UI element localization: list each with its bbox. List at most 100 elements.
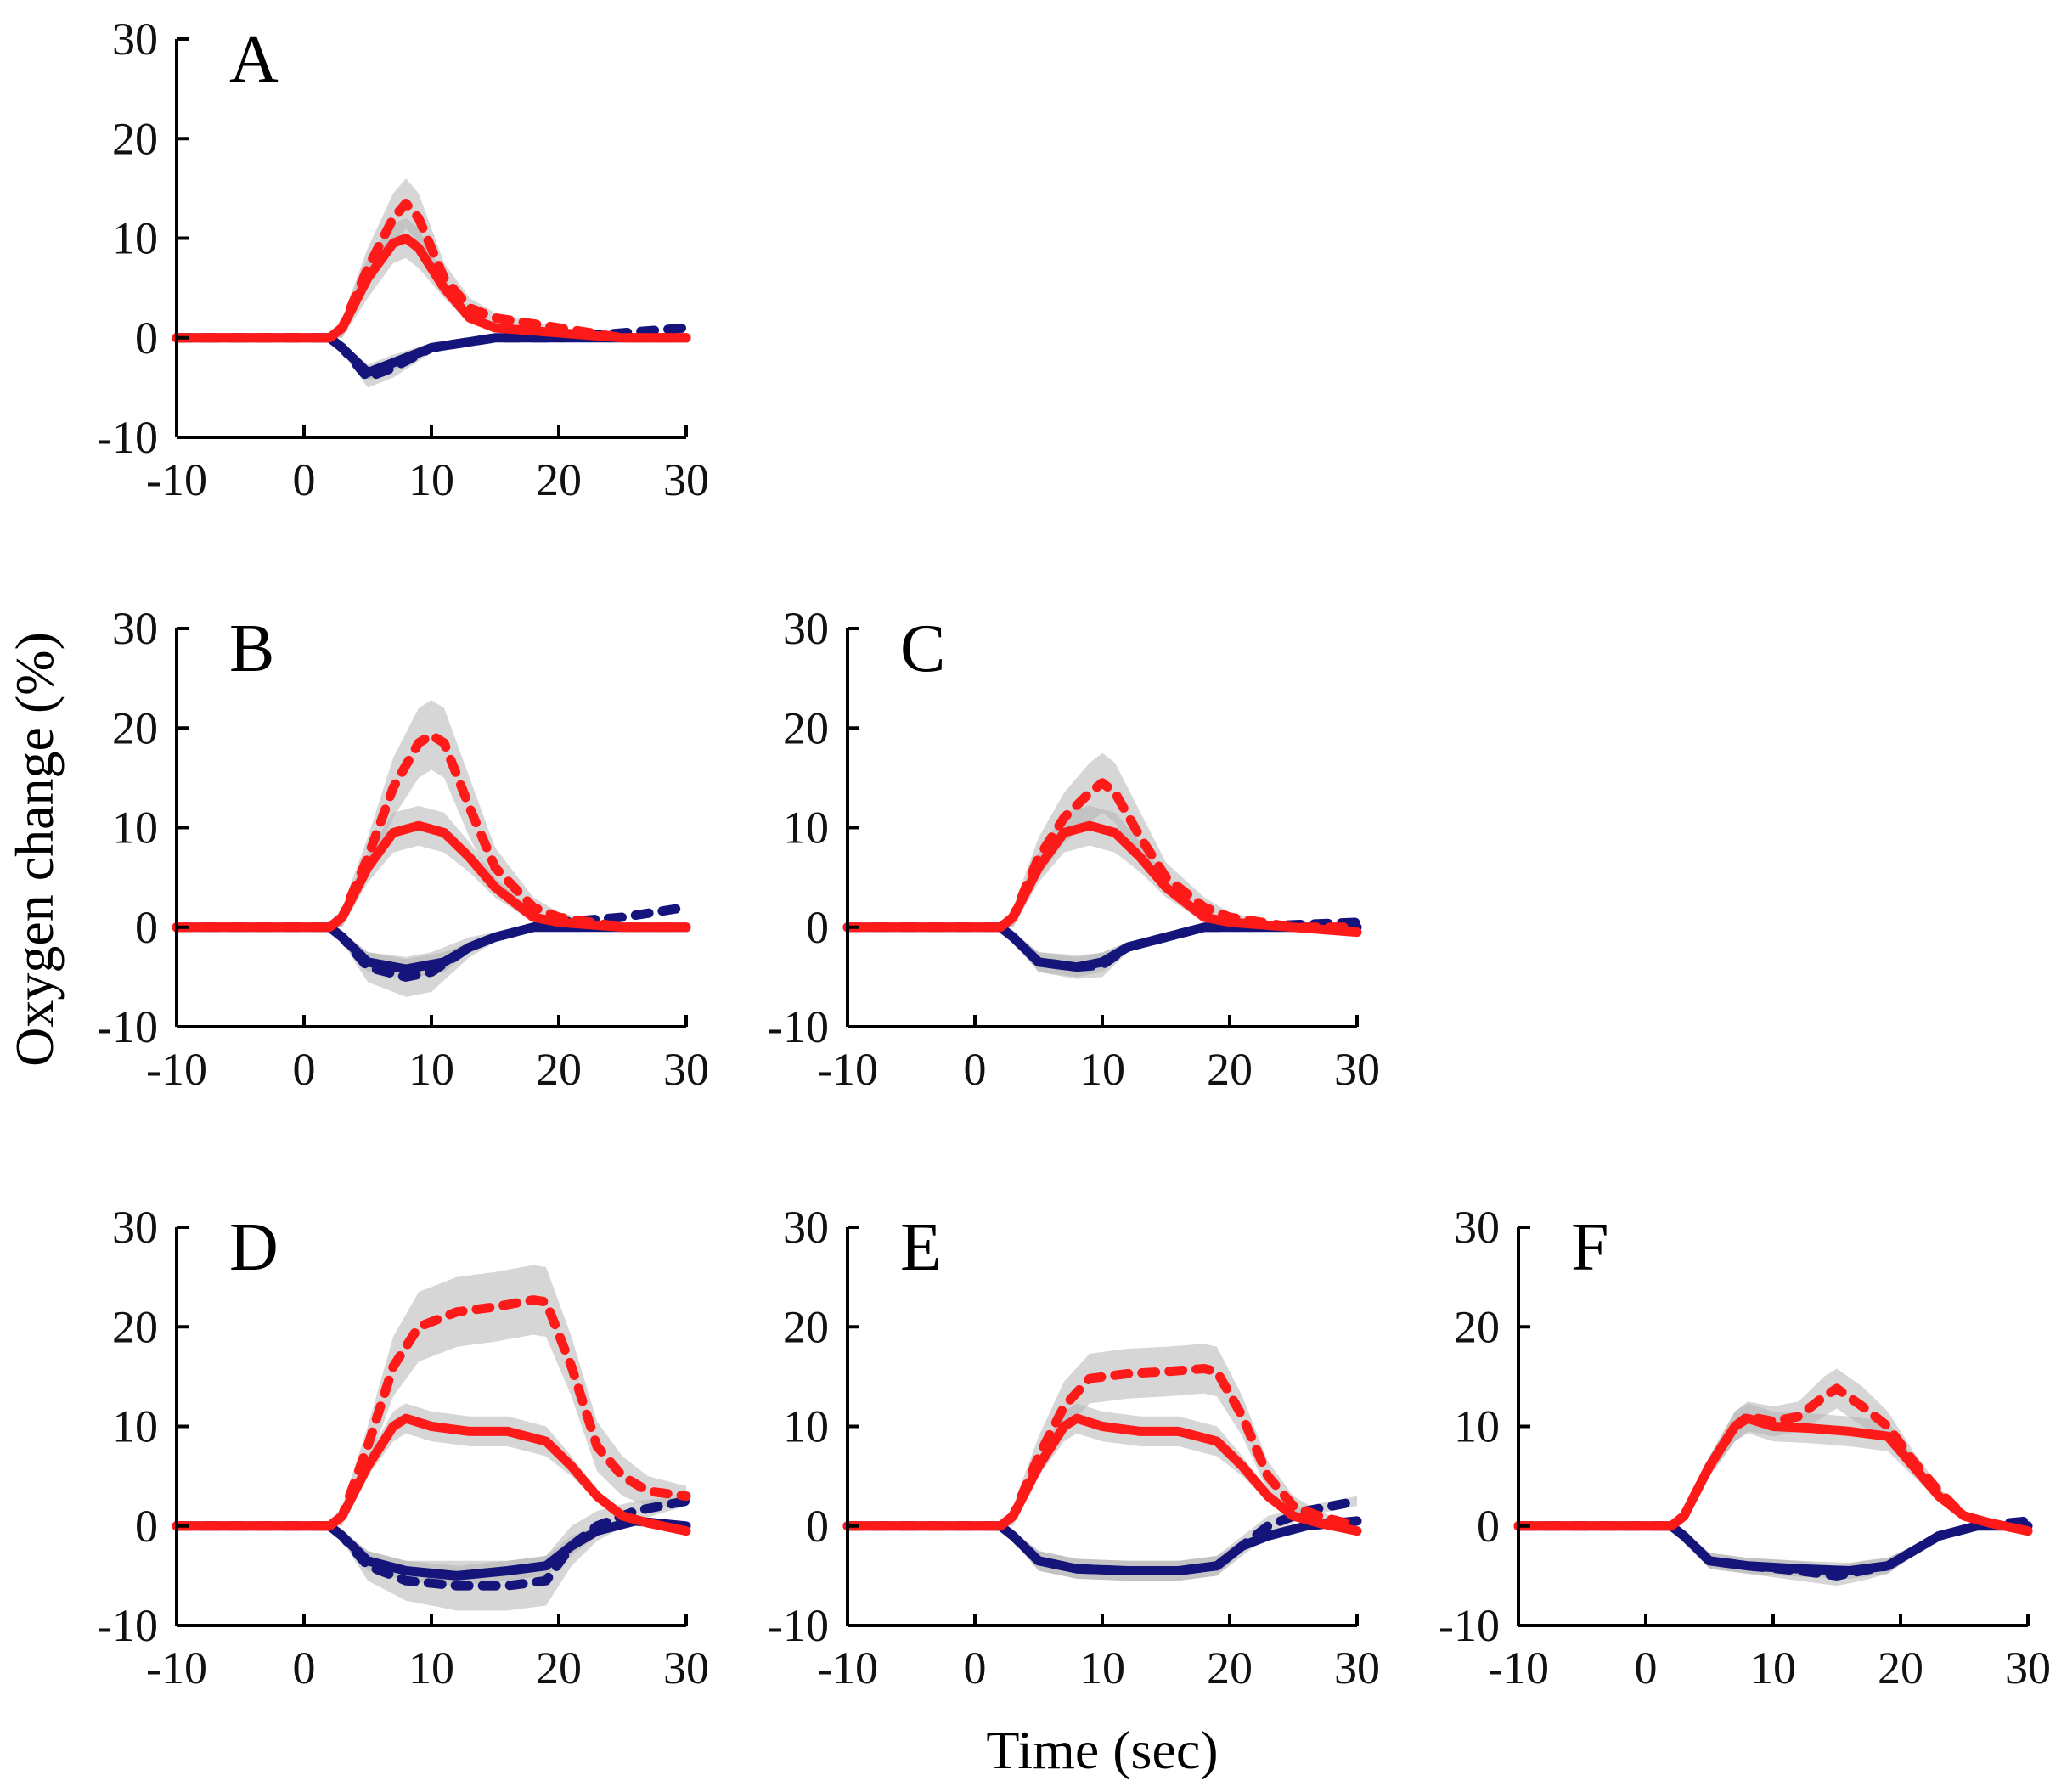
oxy-dashed-line [842, 1364, 1362, 1531]
x-tick-label: 0 [964, 1643, 987, 1693]
panel-b: -10 0 10 20 30 -10 0 10 20 30 B [97, 603, 709, 1095]
error-band [177, 218, 686, 338]
y-tick-label: 10 [783, 803, 829, 854]
y-tick-label: 30 [112, 603, 158, 654]
y-tick-label: 10 [783, 1401, 829, 1452]
x-tick-label: -10 [817, 1643, 878, 1693]
x-tick-label: 0 [293, 1643, 316, 1693]
oxy-dashed-line [172, 1295, 691, 1531]
panels: -10 0 10 20 30 -10 0 10 20 30 A -10 0 10 20 30 -10 0 10 20 3… [97, 14, 2050, 1693]
panel-label: E [900, 1210, 942, 1285]
x-tick-label: 30 [663, 1044, 709, 1095]
x-tick-label: -10 [1488, 1643, 1549, 1693]
deoxy-dashed-line [172, 323, 691, 383]
y-tick-label: -10 [768, 1600, 829, 1651]
error-band [1518, 1520, 2028, 1586]
deoxy-dashed-line [172, 1496, 691, 1591]
x-tick-label: 10 [1079, 1643, 1125, 1693]
error-bands [177, 700, 686, 997]
panel-label: A [229, 22, 279, 97]
deoxy-solid-line [1513, 1521, 2033, 1575]
y-tick-label: 20 [112, 113, 158, 164]
x-tick-label: -10 [146, 1643, 207, 1693]
y-tick-label: 30 [1454, 1202, 1500, 1253]
x-tick-label: 30 [663, 1643, 709, 1693]
error-bands [177, 178, 686, 388]
error-band [177, 907, 686, 997]
y-tick-label: -10 [1439, 1600, 1500, 1651]
error-band [848, 921, 1357, 979]
y-tick-label: 0 [806, 1501, 829, 1552]
y-tick-label: 20 [112, 1301, 158, 1352]
deoxy-dashed-line [842, 1496, 1362, 1575]
panel-label: B [229, 611, 274, 686]
panel-d: -10 0 10 20 30 -10 0 10 20 30 D [97, 1202, 709, 1693]
y-tick-label: 30 [783, 1202, 829, 1253]
y-tick-label: 10 [112, 1401, 158, 1452]
x-tick-label: 20 [1207, 1044, 1253, 1095]
y-tick-label: 10 [112, 803, 158, 854]
x-tick-label: -10 [146, 1044, 207, 1095]
panel-a: -10 0 10 20 30 -10 0 10 20 30 A [97, 14, 709, 505]
x-tick-label: 10 [408, 1044, 454, 1095]
error-band [177, 1496, 686, 1611]
y-tick-label: 0 [1477, 1501, 1500, 1552]
x-tick-label: 10 [408, 454, 454, 505]
x-tick-label: -10 [146, 454, 207, 505]
x-tick-label: 20 [1878, 1643, 1923, 1693]
y-tick-label: 0 [806, 902, 829, 953]
x-tick-label: 30 [663, 454, 709, 505]
y-tick-label: 30 [112, 1202, 158, 1253]
y-tick-label: -10 [97, 412, 158, 463]
oxy-dashed-line [172, 199, 691, 343]
deoxy-solid-line [172, 922, 691, 974]
x-tick-label: 30 [1334, 1643, 1380, 1693]
x-tick-label: 0 [1635, 1643, 1658, 1693]
panel-label: D [229, 1210, 279, 1285]
y-tick-label: 20 [783, 702, 829, 753]
oxy-dashed-line [842, 778, 1362, 933]
panel-c: -10 0 10 20 30 -10 0 10 20 30 C [768, 603, 1380, 1095]
deoxy-dashed-line [842, 917, 1362, 972]
error-band [848, 927, 1357, 978]
x-tick-label: 30 [1334, 1044, 1380, 1095]
panel-label: F [1571, 1210, 1609, 1285]
panel-e: -10 0 10 20 30 -10 0 10 20 30 E [768, 1202, 1380, 1693]
error-band [177, 178, 686, 338]
x-tick-label: -10 [817, 1044, 878, 1095]
x-tick-label: 10 [1079, 1044, 1125, 1095]
panel-label: C [900, 611, 945, 686]
x-tick-label: 0 [293, 1044, 316, 1095]
y-tick-label: 20 [1454, 1301, 1500, 1352]
x-axis-title: Time (sec) [986, 1720, 1218, 1780]
x-tick-label: 20 [536, 1643, 582, 1693]
x-tick-label: 20 [536, 1044, 582, 1095]
y-tick-label: 20 [783, 1301, 829, 1352]
x-tick-label: 20 [1207, 1643, 1253, 1693]
x-tick-label: 20 [536, 454, 582, 505]
y-tick-label: 0 [135, 1501, 158, 1552]
y-axis-title: Oxygen change (%) [4, 632, 65, 1067]
y-tick-label: -10 [97, 1001, 158, 1052]
x-tick-label: 10 [1750, 1643, 1796, 1693]
panel-f: -10 0 10 20 30 -10 0 10 20 30 F [1439, 1202, 2050, 1693]
y-tick-label: 30 [112, 14, 158, 65]
y-tick-label: -10 [768, 1001, 829, 1052]
y-tick-label: 30 [783, 603, 829, 654]
x-tick-label: 0 [964, 1044, 987, 1095]
error-band [177, 700, 686, 927]
error-band [177, 805, 686, 927]
y-tick-label: 0 [135, 313, 158, 363]
error-bands [1518, 1368, 2028, 1586]
y-tick-label: 20 [112, 702, 158, 753]
oxy-dashed-line [1513, 1383, 2033, 1536]
deoxy-dashed-line [1513, 1516, 2033, 1581]
deoxy-dashed-line [172, 902, 691, 982]
y-tick-label: -10 [97, 1600, 158, 1651]
y-tick-label: 0 [135, 902, 158, 953]
oxy-dashed-line [172, 730, 691, 933]
x-tick-label: 10 [408, 1643, 454, 1693]
x-tick-label: 0 [293, 454, 316, 505]
y-tick-label: 10 [1454, 1401, 1500, 1452]
